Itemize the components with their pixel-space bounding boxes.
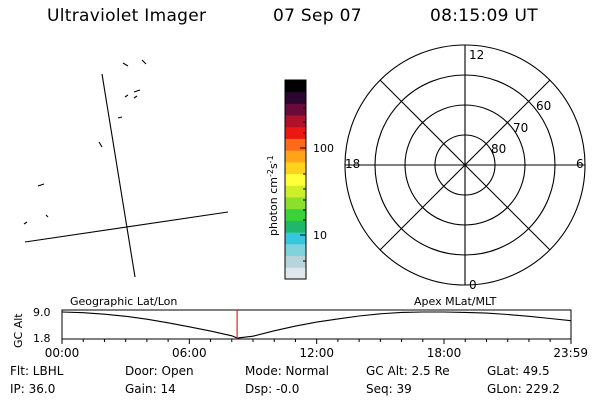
footer-glon: GLon: 229.2: [487, 382, 560, 396]
coastline-fragment: [124, 94, 129, 98]
coastline-fragment: [122, 62, 129, 67]
instrument-title: Ultraviolet Imager: [47, 6, 207, 26]
colorbar-band: [285, 220, 306, 233]
mlt-label-dawn: 6: [576, 157, 584, 171]
strip-frame: [61, 309, 572, 340]
colorbar-band: [285, 185, 306, 198]
coastline-fragment: [98, 141, 103, 148]
colorbar-band: [285, 208, 306, 221]
strip-y-tick: 9.0: [33, 306, 51, 319]
polar-plot: [344, 44, 586, 286]
strip-x-tick-label: 23:59: [553, 346, 588, 360]
colorbar: [285, 80, 306, 280]
colorbar-tick-label: 10: [313, 229, 327, 242]
mlt-label-midnight: 0: [469, 278, 477, 292]
strip-y-tick: 1.8: [33, 332, 51, 345]
lat-label-70: 70: [513, 121, 528, 135]
coastline-fragment: [37, 183, 45, 187]
colorbar-band: [285, 80, 306, 93]
geographic-label: Geographic Lat/Lon: [70, 295, 177, 308]
strip-y-axis-title: GC Alt: [12, 313, 25, 348]
apex-label: Apex MLat/MLT: [414, 295, 497, 308]
strip-x-ticks: [61, 339, 572, 344]
colorbar-band: [285, 103, 306, 116]
coastline-fragment: [141, 59, 147, 65]
strip-x-tick-label: 18:00: [427, 346, 462, 360]
footer-flt: Flt: LBHL: [10, 364, 64, 378]
colorbar-frame: [284, 79, 307, 280]
colorbar-band: [285, 243, 306, 256]
colorbar-band: [285, 91, 306, 104]
footer-gain: Gain: 14: [125, 382, 176, 396]
strip-x-tick-label: 12:00: [299, 346, 334, 360]
coastline-fragment: [23, 221, 28, 225]
latitude-grid-line: [24, 211, 229, 243]
strip-x-tick-label: 00:00: [45, 346, 80, 360]
time-label: 08:15:09 UT: [430, 6, 538, 26]
colorbar-band: [285, 197, 306, 210]
footer-seq: Seq: 39: [366, 382, 412, 396]
colorbar-band: [285, 150, 306, 163]
footer-door: Door: Open: [125, 364, 194, 378]
footer-dsp: Dsp: -0.0: [245, 382, 300, 396]
date-label: 07 Sep 07: [273, 6, 362, 26]
colorbar-band: [285, 138, 306, 151]
colorbar-axis: [284, 79, 307, 280]
altitude-series-line: [61, 311, 572, 339]
colorbar-band: [285, 115, 306, 128]
lat-label-80: 80: [491, 142, 506, 156]
polar-meridian-diag: [379, 79, 551, 251]
footer-glat: GLat: 49.5: [487, 364, 550, 378]
mlt-label-noon: 12: [469, 48, 484, 62]
footer-ip: IP: 36.0: [10, 382, 56, 396]
coastline-fragment: [133, 89, 141, 99]
mlt-label-dusk: 18: [345, 157, 360, 171]
coastline-fragment: [117, 116, 123, 119]
colorbar-axis-label: photon cm-2s-1: [266, 155, 280, 236]
colorbar-tick-label: 100: [313, 142, 334, 155]
colorbar-band: [285, 255, 306, 268]
colorbar-band: [285, 126, 306, 139]
strip-x-tick-labels: 00:00 06:00 12:00 18:00 23:59: [45, 346, 588, 360]
coastline-fragment: [45, 214, 49, 218]
footer-gc-alt: GC Alt: 2.5 Re: [366, 364, 450, 378]
longitude-grid-line: [101, 73, 136, 278]
colorbar-band: [285, 232, 306, 245]
geographic-image-panel: [23, 59, 229, 278]
colorbar-band: [285, 161, 306, 175]
strip-x-tick-label: 06:00: [172, 346, 207, 360]
footer-mode: Mode: Normal: [245, 364, 329, 378]
lat-label-60: 60: [536, 99, 551, 113]
colorbar-band: [285, 267, 306, 280]
colorbar-band: [285, 173, 306, 186]
